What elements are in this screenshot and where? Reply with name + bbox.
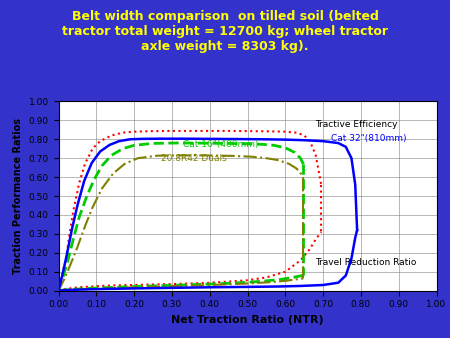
- Y-axis label: Traction Performance Ratios: Traction Performance Ratios: [13, 118, 23, 274]
- Text: Travel Reduction Ratio: Travel Reduction Ratio: [315, 258, 417, 267]
- Text: Belt width comparison  on tilled soil (belted
tractor total weight = 12700 kg; w: Belt width comparison on tilled soil (be…: [62, 10, 388, 53]
- Text: Tractive Efficiency: Tractive Efficiency: [315, 120, 398, 129]
- Text: Cat 16"(400mm): Cat 16"(400mm): [183, 140, 259, 149]
- Text: 20.8R42 Duals: 20.8R42 Duals: [161, 154, 226, 163]
- X-axis label: Net Traction Ratio (NTR): Net Traction Ratio (NTR): [171, 315, 324, 325]
- Text: Cat 32"(810mm): Cat 32"(810mm): [331, 134, 406, 143]
